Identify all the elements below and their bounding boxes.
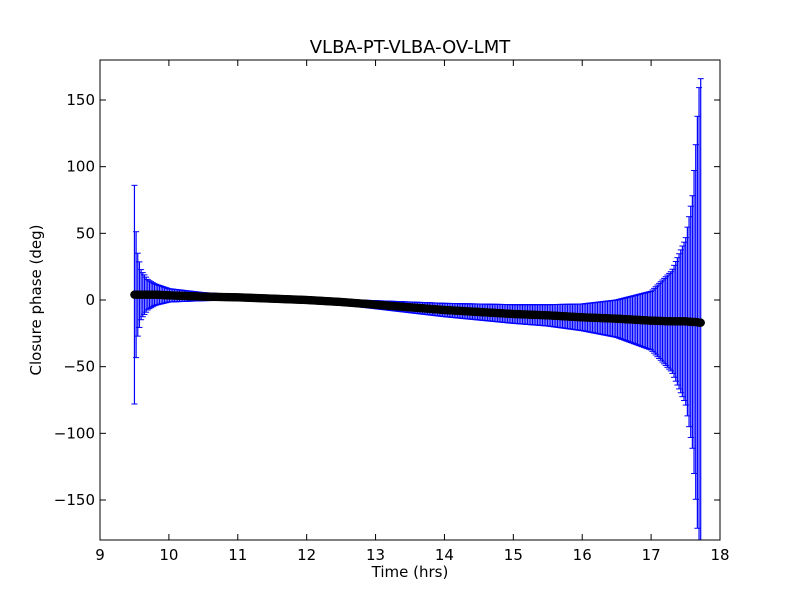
x-tick-label: 10	[159, 546, 178, 564]
y-tick-label: 150	[66, 91, 95, 109]
x-axis-label: Time (hrs)	[371, 563, 449, 581]
y-axis-label: Closure phase (deg)	[27, 225, 45, 376]
x-tick-label: 16	[573, 546, 592, 564]
x-tick-label: 15	[504, 546, 523, 564]
x-tick-label: 18	[710, 546, 729, 564]
y-tick-label: 50	[76, 224, 95, 242]
y-tick-label: 100	[66, 158, 95, 176]
chart-title: VLBA-PT-VLBA-OV-LMT	[310, 37, 512, 58]
y-tick-label: −100	[54, 424, 95, 442]
x-tick-label: 9	[95, 546, 105, 564]
data-point	[696, 318, 705, 327]
x-tick-label: 14	[435, 546, 454, 564]
x-axis-ticks: 9 10 11 12 13 14 15 16 17 18	[95, 60, 730, 564]
x-tick-label: 12	[297, 546, 316, 564]
y-axis-ticks: −150 −100 −50 0 50 100 150	[54, 91, 720, 509]
data-points	[130, 290, 705, 327]
y-tick-label: 0	[85, 291, 95, 309]
y-tick-label: −50	[63, 358, 95, 376]
x-tick-label: 13	[366, 546, 385, 564]
x-tick-label: 17	[642, 546, 661, 564]
x-tick-label: 11	[228, 546, 247, 564]
y-tick-label: −150	[54, 491, 95, 509]
